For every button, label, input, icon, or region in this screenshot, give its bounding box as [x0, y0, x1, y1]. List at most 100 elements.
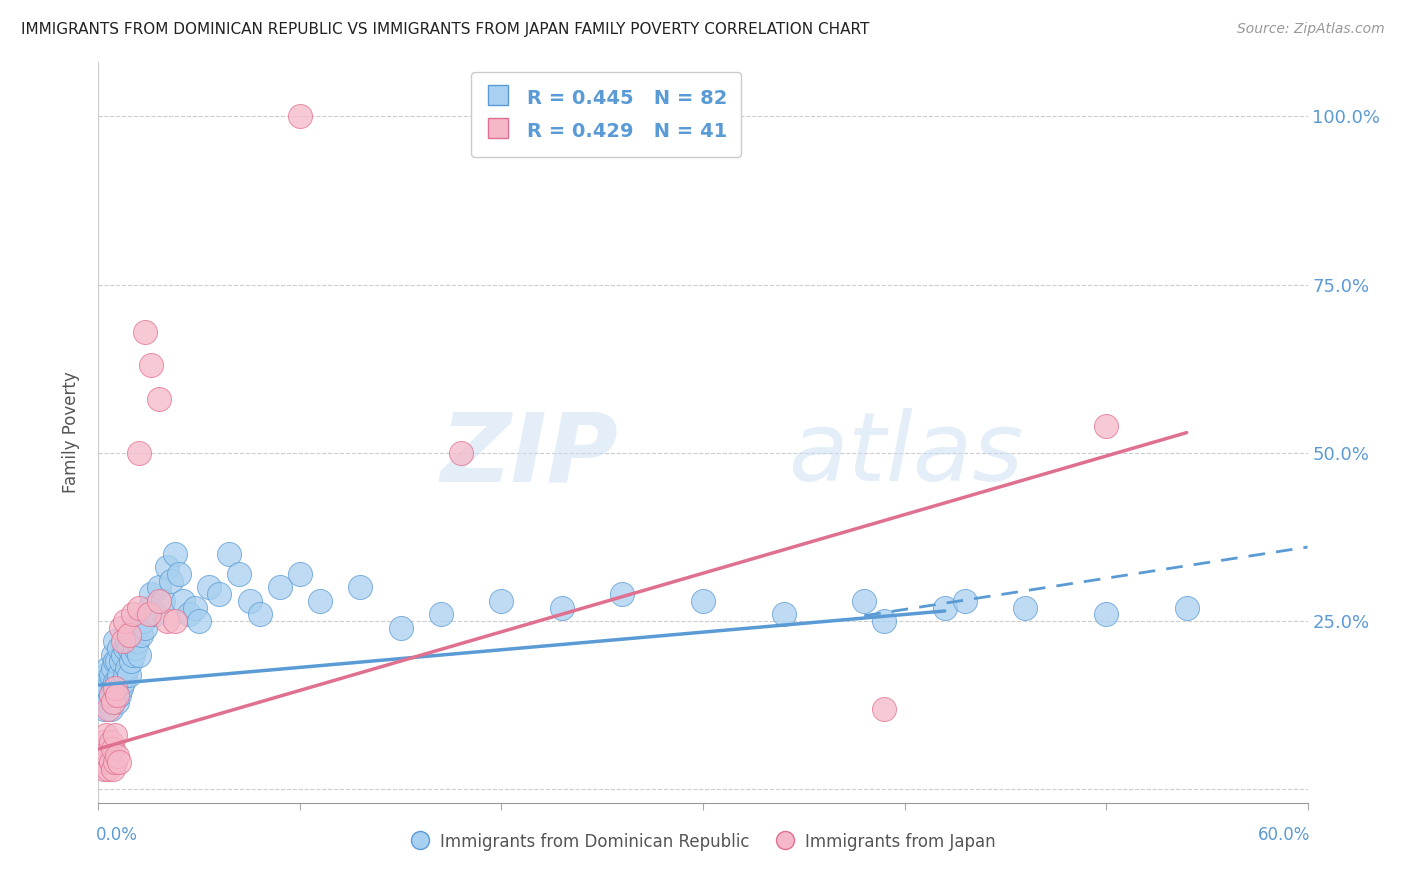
Point [156, 560, 179, 574]
Point [101, 742, 124, 756]
Point [120, 627, 142, 641]
Point [101, 695, 124, 709]
Point [218, 547, 240, 561]
Point [93, 701, 115, 715]
Point [105, 655, 128, 669]
Point [873, 701, 896, 715]
Point [148, 392, 170, 406]
Point [160, 574, 183, 588]
Point [107, 640, 129, 655]
Point [97, 701, 120, 715]
Point [111, 634, 134, 648]
Point [128, 600, 150, 615]
Point [179, 607, 201, 622]
Point [118, 640, 141, 655]
Point [96, 742, 118, 756]
Point [121, 621, 143, 635]
Point [134, 621, 156, 635]
Point [110, 621, 132, 635]
Point [100, 701, 122, 715]
Point [389, 621, 412, 635]
Point [1175, 600, 1198, 615]
Point [138, 607, 160, 622]
Point [853, 594, 876, 608]
Point [96, 681, 118, 696]
Point [103, 674, 125, 689]
Point [612, 587, 634, 601]
Point [103, 681, 125, 696]
Point [772, 607, 794, 622]
Point [139, 587, 162, 601]
Point [132, 614, 155, 628]
Point [134, 325, 156, 339]
Text: IMMIGRANTS FROM DOMINICAN REPUBLIC VS IMMIGRANTS FROM JAPAN FAMILY POVERTY CORRE: IMMIGRANTS FROM DOMINICAN REPUBLIC VS IM… [21, 22, 869, 37]
Point [430, 607, 453, 622]
Point [107, 668, 129, 682]
Point [101, 661, 124, 675]
Point [103, 688, 125, 702]
Point [1095, 607, 1118, 622]
Point [692, 594, 714, 608]
Point [934, 600, 956, 615]
Point [121, 607, 143, 622]
Point [138, 600, 160, 615]
Text: 0.0%: 0.0% [96, 826, 138, 844]
Point [111, 648, 134, 662]
Text: atlas: atlas [787, 409, 1022, 501]
Y-axis label: Family Poverty: Family Poverty [62, 372, 80, 493]
Point [118, 668, 141, 682]
Point [107, 756, 129, 770]
Point [91, 756, 114, 770]
Point [91, 688, 114, 702]
Point [115, 634, 138, 648]
Point [208, 587, 231, 601]
Point [103, 756, 125, 770]
Point [551, 600, 574, 615]
Point [101, 648, 124, 662]
Point [188, 614, 211, 628]
Point [228, 566, 250, 581]
Point [103, 655, 125, 669]
Point [953, 594, 976, 608]
Point [107, 688, 129, 702]
Point [156, 614, 179, 628]
Point [450, 446, 472, 460]
Point [97, 748, 120, 763]
Point [163, 614, 186, 628]
Point [100, 756, 122, 770]
Point [97, 661, 120, 675]
Point [114, 668, 136, 682]
Point [110, 655, 132, 669]
Point [105, 695, 128, 709]
Point [103, 634, 125, 648]
Point [172, 594, 194, 608]
Point [288, 566, 311, 581]
Point [118, 627, 141, 641]
Point [96, 668, 118, 682]
Point [105, 688, 128, 702]
Point [491, 594, 513, 608]
Point [100, 735, 122, 749]
Point [1095, 418, 1118, 433]
Point [309, 594, 332, 608]
Point [97, 762, 120, 776]
Point [184, 600, 207, 615]
Point [97, 695, 120, 709]
Point [105, 674, 128, 689]
Point [100, 688, 122, 702]
Point [167, 566, 190, 581]
Point [110, 681, 132, 696]
Point [103, 729, 125, 743]
Point [115, 661, 138, 675]
Point [100, 688, 122, 702]
Point [128, 648, 150, 662]
Point [120, 655, 142, 669]
Point [129, 627, 152, 641]
Point [93, 762, 115, 776]
Point [125, 634, 148, 648]
Point [96, 729, 118, 743]
Text: ZIP: ZIP [440, 409, 619, 501]
Point [101, 681, 124, 696]
Point [1014, 600, 1036, 615]
Point [101, 762, 124, 776]
